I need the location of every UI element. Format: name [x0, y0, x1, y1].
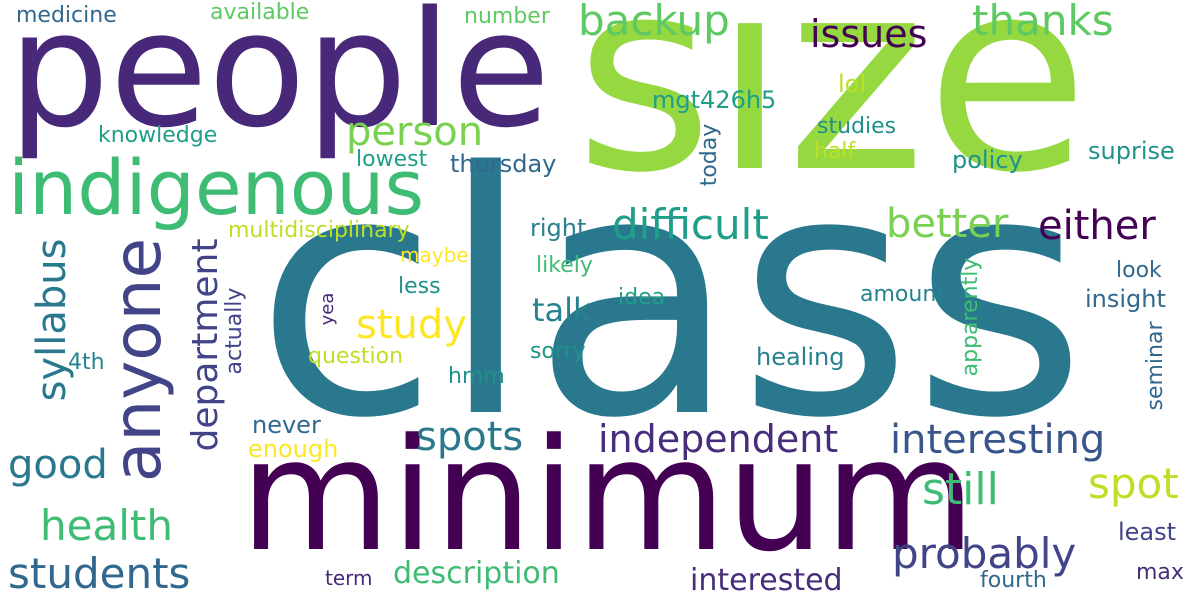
word-never: never — [252, 411, 321, 439]
word-seminar: seminar — [1143, 321, 1168, 411]
word-lowest: lowest — [356, 147, 428, 172]
word-hmm: hmm — [448, 364, 505, 389]
word-question: question — [308, 344, 404, 369]
word-actually: actually — [222, 287, 247, 375]
word-syllabus: syllabus — [29, 238, 75, 402]
word-still: still — [922, 464, 999, 515]
word-multidisciplinary: multidisciplinary — [228, 218, 410, 243]
word-yea: yea — [317, 292, 338, 326]
word-class: class — [255, 102, 1087, 492]
word-healing: healing — [756, 343, 845, 371]
word-mgt426h5: mgt426h5 — [652, 86, 777, 114]
word-interesting: interesting — [890, 417, 1106, 463]
word-talk: talk — [532, 291, 592, 329]
word-less: less — [398, 274, 441, 299]
word-insight: insight — [1085, 285, 1166, 313]
word-number: number — [464, 4, 550, 29]
word-4th: 4th — [68, 350, 105, 375]
word-better: better — [886, 201, 1009, 247]
word-good: good — [8, 442, 108, 488]
word-likely: likely — [536, 253, 593, 278]
word-amount: amount — [860, 282, 945, 307]
word-probably: probably — [892, 529, 1077, 578]
word-policy: policy — [952, 146, 1023, 174]
word-thursday: thursday — [450, 150, 557, 178]
word-studies: studies — [817, 114, 897, 139]
word-backup: backup — [578, 0, 730, 45]
word-least: least — [1118, 518, 1177, 546]
word-thanks: thanks — [972, 0, 1114, 45]
word-fourth: fourth — [980, 568, 1047, 593]
word-independent: independent — [598, 417, 839, 461]
word-interested: interested — [690, 563, 843, 598]
word-max: max — [1136, 560, 1184, 585]
word-people: people — [8, 0, 551, 163]
word-minimum: minimum — [240, 405, 976, 586]
word-medicine: medicine — [16, 3, 117, 28]
word-spot: spot — [1088, 459, 1179, 508]
word-half: half — [814, 139, 856, 164]
word-study: study — [356, 302, 467, 348]
word-health: health — [40, 501, 173, 550]
word-enough: enough — [248, 435, 339, 463]
word-size: size — [575, 0, 1089, 231]
word-apparently: apparently — [958, 257, 983, 377]
word-either: either — [1038, 203, 1156, 249]
word-difficult: difficult — [612, 200, 769, 249]
word-issues: issues — [810, 12, 928, 56]
word-maybe: maybe — [400, 243, 469, 267]
word-right: right — [530, 214, 587, 242]
word-knowledge: knowledge — [98, 123, 218, 148]
word-today: today — [697, 123, 722, 187]
word-sorry: sorry — [530, 339, 586, 364]
word-look: look — [1116, 258, 1162, 283]
word-students: students — [8, 549, 191, 598]
word-lol: lol — [838, 70, 867, 98]
word-description: description — [393, 556, 560, 591]
word-person: person — [346, 109, 484, 155]
word-suprise: suprise — [1088, 137, 1175, 165]
word-indigenous: indigenous — [8, 143, 425, 232]
word-anyone: anyone — [99, 237, 176, 483]
word-available: available — [210, 0, 310, 25]
word-term: term — [325, 566, 373, 590]
word-idea: idea — [618, 285, 666, 310]
word-spots: spots — [416, 414, 524, 460]
